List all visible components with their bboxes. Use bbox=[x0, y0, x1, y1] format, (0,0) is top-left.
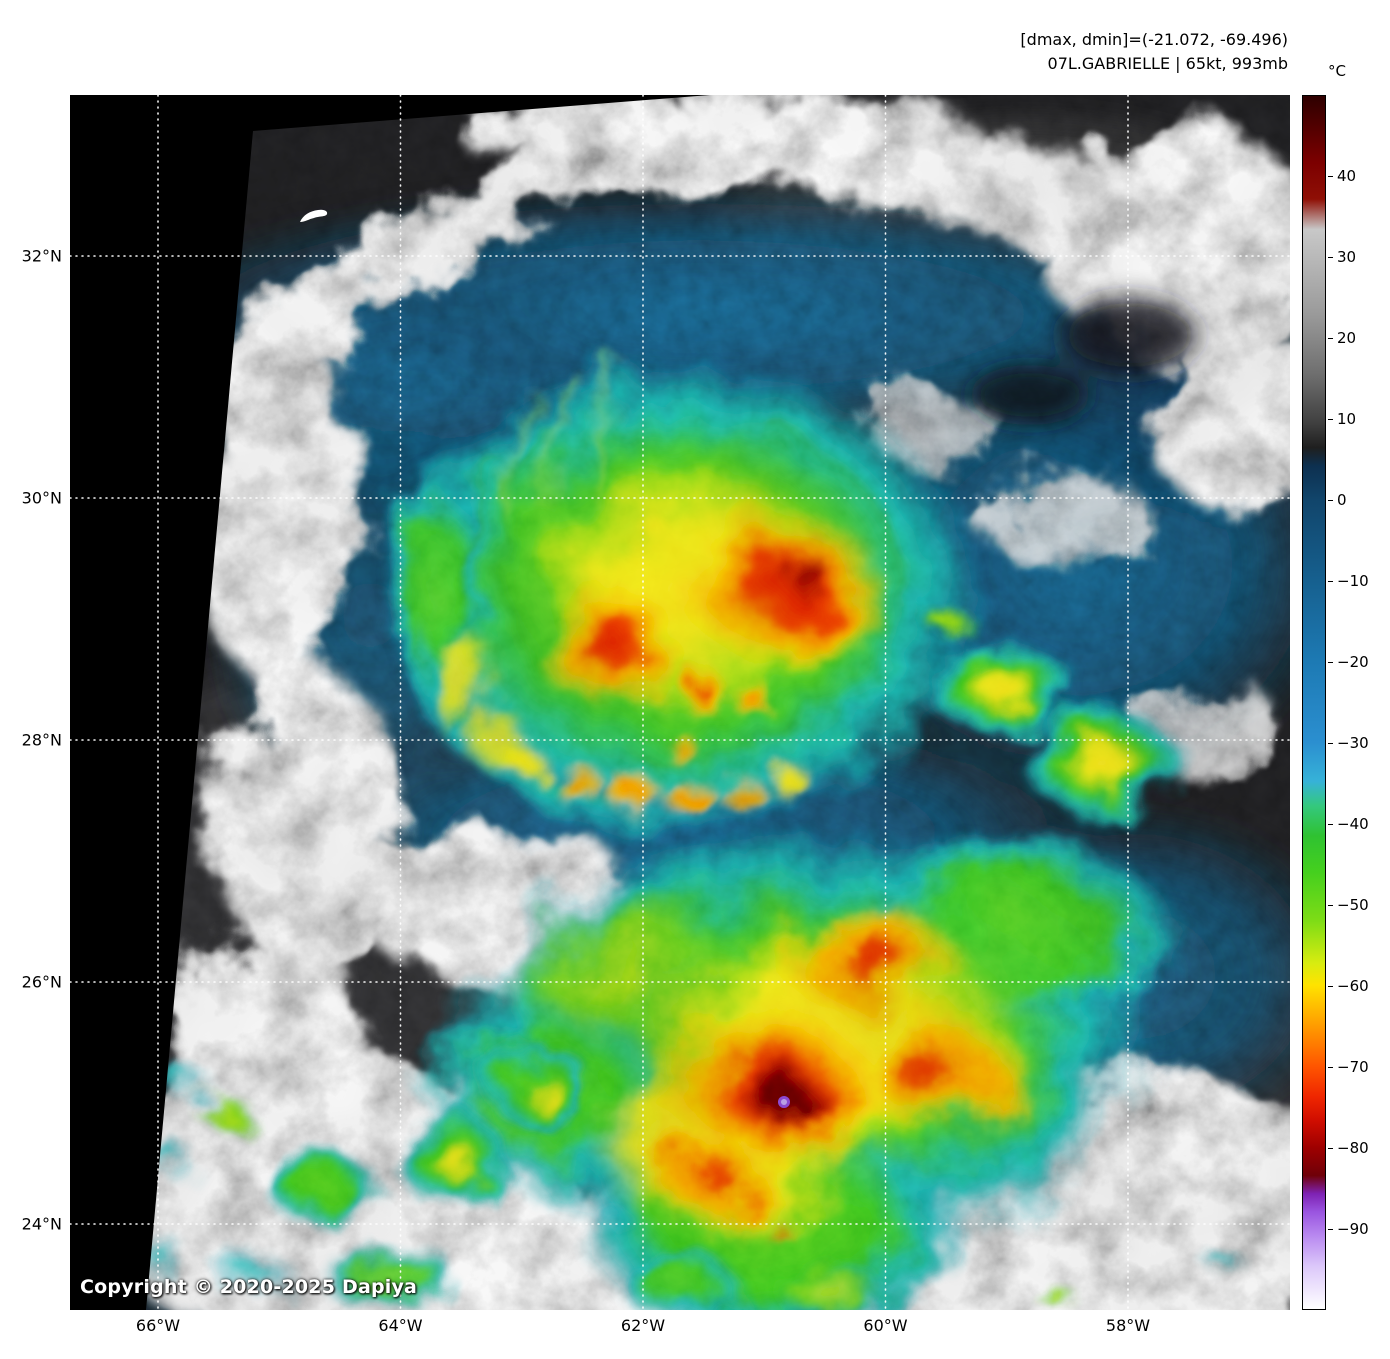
copyright-watermark: Copyright © 2020-2025 Dapiya bbox=[80, 1276, 418, 1298]
lat-label-26n: 26°N bbox=[21, 972, 62, 992]
storm-info: 07L.GABRIELLE | 65kt, 993mb bbox=[1047, 54, 1288, 73]
lon-label-62w: 62°W bbox=[620, 1316, 666, 1335]
lon-label-60w: 60°W bbox=[863, 1316, 908, 1335]
dmax-dmin-readout: [dmax, dmin]=(-21.072, -69.496) bbox=[1020, 30, 1288, 49]
cbar-tick-20: 20 bbox=[1328, 329, 1356, 347]
data-region bbox=[146, 95, 1290, 1310]
satellite-map: Copyright © 2020-2025 Dapiya bbox=[70, 95, 1290, 1310]
cbar-tick-neg-30: −30 bbox=[1328, 734, 1369, 752]
lon-label-58w: 58°W bbox=[1105, 1316, 1151, 1335]
cbar-tick-neg-70: −70 bbox=[1328, 1058, 1369, 1076]
lat-label-28n: 28°N bbox=[21, 730, 62, 750]
lat-label-32n: 32°N bbox=[21, 246, 62, 266]
cbar-tick-10: 10 bbox=[1328, 410, 1356, 428]
cbar-tick-neg-90: −90 bbox=[1328, 1220, 1369, 1238]
colorbar-gradient bbox=[1302, 95, 1326, 1310]
colorbar-unit-label: °C bbox=[1328, 62, 1346, 80]
lon-label-64w: 64°W bbox=[378, 1316, 423, 1335]
cbar-tick-neg-10: −10 bbox=[1328, 572, 1369, 590]
satellite-imagery bbox=[70, 95, 1290, 1310]
cbar-tick-30: 30 bbox=[1328, 248, 1356, 266]
cbar-tick-neg-40: −40 bbox=[1328, 815, 1369, 833]
figure-subheader: [dmax, dmin]=(-21.072, -69.496) 07L.GABR… bbox=[1020, 28, 1288, 76]
lon-label-66w: 66°W bbox=[135, 1316, 181, 1335]
cbar-tick-neg-50: −50 bbox=[1328, 896, 1369, 914]
cbar-tick-neg-80: −80 bbox=[1328, 1139, 1369, 1157]
lat-label-24n: 24°N bbox=[21, 1214, 62, 1234]
grid-lines bbox=[70, 95, 1290, 1310]
cbar-tick-40: 40 bbox=[1328, 167, 1356, 185]
bermuda-island bbox=[300, 209, 328, 222]
cbar-tick-neg-20: −20 bbox=[1328, 653, 1369, 671]
cbar-tick-0: 0 bbox=[1328, 491, 1347, 509]
lat-label-30n: 30°N bbox=[21, 488, 62, 508]
cbar-tick-neg-60: −60 bbox=[1328, 977, 1369, 995]
